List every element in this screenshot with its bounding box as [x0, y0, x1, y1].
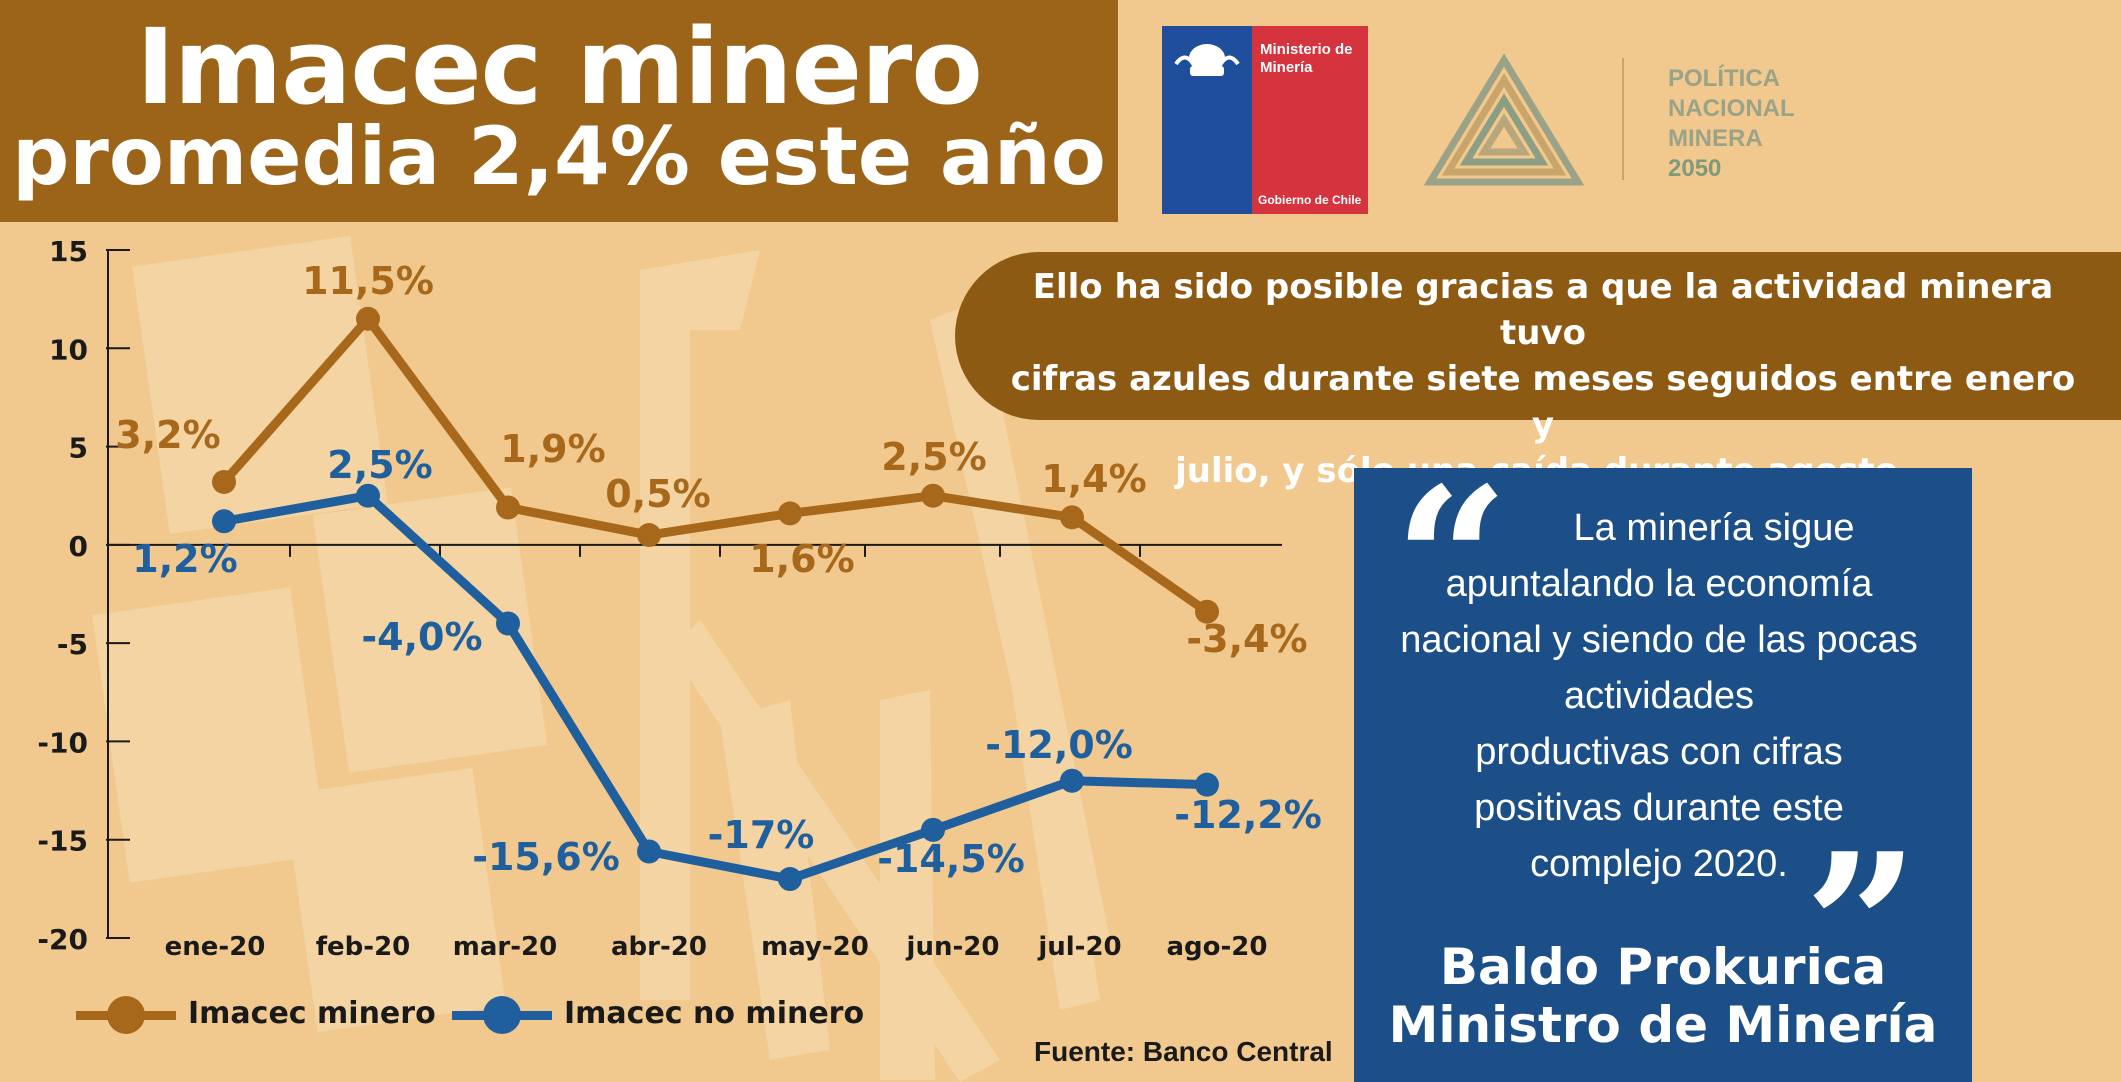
data-point — [1060, 768, 1084, 793]
data-point — [496, 611, 520, 636]
quote-panel: “ La minería sigue apuntalando la econom… — [1354, 462, 1972, 1082]
ministerio-text-1: Ministerio de — [1260, 41, 1353, 58]
data-label: -4,0% — [361, 615, 482, 659]
data-point — [212, 509, 236, 534]
politica-line-4: 2050 — [1668, 155, 1722, 182]
series-line-minero — [219, 314, 1212, 617]
y-tick-label: 0 — [69, 530, 88, 563]
x-tick-label: jul-20 — [1037, 932, 1121, 962]
ministerio-text-2: Minería — [1260, 59, 1313, 76]
data-label: 2,5% — [881, 435, 986, 479]
data-label: 1,9% — [500, 427, 605, 471]
politica-line-3: MINERA — [1668, 125, 1763, 152]
legend-dot-minero — [107, 996, 145, 1034]
x-tick-label: may-20 — [761, 932, 869, 962]
y-tick-label: -15 — [37, 825, 88, 858]
gobierno-text: Gobierno de Chile — [1258, 193, 1362, 207]
y-tick-label: 10 — [49, 333, 88, 366]
x-tick-label: ago-20 — [1167, 932, 1268, 962]
data-label: -12,2% — [1174, 793, 1322, 837]
data-point — [356, 483, 380, 508]
data-point — [637, 523, 661, 548]
quote-author-role: Ministro de Minería — [1388, 996, 1938, 1054]
info-callout: Ello ha sido posible gracias a que la ac… — [955, 252, 2121, 491]
x-tick-label: mar-20 — [453, 932, 557, 962]
data-point — [356, 306, 380, 331]
quote-line-2: apuntalando la economía — [1445, 563, 1873, 605]
data-label: 0,5% — [605, 472, 710, 516]
politica-minera-text: POLÍTICA NACIONAL MINERA 2050 — [1668, 64, 1795, 184]
ministerio-mineria-logo: Ministerio de Minería Gobierno de Chile — [1162, 26, 1368, 214]
title-banner: Imacec minero promedia 2,4% este año — [0, 0, 1118, 222]
quote-line-4: actividades — [1563, 675, 1755, 717]
data-point — [212, 469, 236, 494]
x-tick-label: ene-20 — [165, 932, 266, 962]
data-point — [1195, 772, 1219, 797]
politica-minera-logo-icon — [1424, 54, 1584, 186]
info-line-1: Ello ha sido posible gracias a que la ac… — [1032, 267, 2054, 353]
data-point — [1195, 599, 1219, 624]
data-point — [637, 839, 661, 864]
data-label: -12,0% — [985, 723, 1133, 767]
series-line-no-minero — [219, 491, 1212, 884]
legend-label-no-minero: Imacec no minero — [564, 996, 865, 1031]
legend-dot-no-minero — [483, 996, 521, 1034]
x-tick-label: abr-20 — [611, 932, 707, 962]
close-quote-icon: ” — [1804, 810, 1920, 1045]
data-label: 3,2% — [115, 413, 220, 457]
legend-label-minero: Imacec minero — [188, 996, 436, 1031]
data-point — [921, 817, 945, 842]
quote-line-3: nacional y siendo de las pocas — [1400, 619, 1918, 661]
quote-line-5: productivas con cifras — [1475, 731, 1843, 773]
title-line-1: Imacec minero — [136, 6, 983, 128]
quote-author: Baldo Prokurica — [1439, 938, 1887, 996]
data-label: 1,4% — [1041, 457, 1146, 501]
x-tick-label: jun-20 — [906, 932, 1000, 962]
data-point — [778, 501, 802, 526]
y-tick-label: -5 — [57, 628, 88, 661]
data-label: 11,5% — [302, 259, 434, 303]
coat-of-arms-icon — [1174, 44, 1240, 76]
data-point — [1060, 505, 1084, 530]
quote-text: La minería sigue apuntalando la economía… — [1374, 500, 1944, 892]
quote-line-6: positivas durante este — [1474, 787, 1844, 829]
quote-line-1: La minería sigue — [1573, 507, 1855, 549]
data-label: 1,2% — [132, 537, 237, 581]
data-point — [921, 483, 945, 508]
data-label: -3,4% — [1186, 617, 1307, 661]
quote-line-7: complejo 2020. — [1530, 843, 1788, 885]
data-point — [778, 867, 802, 892]
open-quote-icon: “ — [1394, 444, 1510, 679]
y-tick-label: -20 — [37, 923, 88, 956]
y-tick-label: -10 — [37, 726, 88, 759]
logo-divider — [1622, 58, 1624, 180]
politica-line-2: NACIONAL — [1668, 95, 1795, 122]
data-label: -17% — [708, 813, 815, 857]
info-line-2: cifras azules durante siete meses seguid… — [1010, 359, 2076, 445]
data-label: 2,5% — [327, 443, 432, 487]
y-tick-label: 15 — [49, 235, 88, 268]
x-tick-label: feb-20 — [316, 932, 411, 962]
data-label: 1,6% — [749, 537, 854, 581]
data-label: -15,6% — [472, 835, 620, 879]
politica-line-1: POLÍTICA — [1668, 65, 1780, 92]
source-note: Fuente: Banco Central — [1034, 1036, 1333, 1067]
y-tick-label: 5 — [69, 432, 88, 465]
data-label: -14,5% — [877, 837, 1025, 881]
data-point — [496, 495, 520, 520]
title-line-2: promedia 2,4% este año — [12, 110, 1106, 203]
